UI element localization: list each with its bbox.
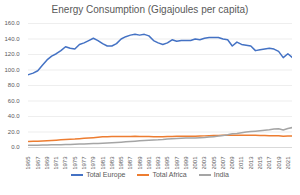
svg-text:1971: 1971	[53, 156, 59, 169]
svg-text:1985: 1985	[118, 156, 124, 169]
svg-text:2011: 2011	[238, 156, 244, 169]
svg-text:40.0: 40.0	[8, 113, 20, 119]
svg-text:160.0: 160.0	[4, 20, 20, 26]
svg-text:1991: 1991	[146, 156, 152, 169]
svg-text:2021: 2021	[285, 156, 291, 169]
html-text:India: India	[213, 171, 229, 178]
svg-text:1969: 1969	[44, 156, 50, 169]
svg-text:2017: 2017	[266, 156, 272, 169]
svg-text:60.0: 60.0	[8, 98, 20, 104]
svg-text:2009: 2009	[229, 156, 235, 169]
html-text:Energy Consumption (Gigajoules: Energy Consumption (Gigajoules per capit…	[51, 4, 249, 15]
svg-text:1999: 1999	[183, 156, 189, 169]
svg-text:2015: 2015	[257, 156, 263, 169]
svg-text:1987: 1987	[127, 156, 133, 169]
svg-text:1993: 1993	[155, 156, 161, 169]
svg-text:100.0: 100.0	[4, 67, 20, 73]
svg-text:2007: 2007	[220, 156, 226, 169]
svg-text:80.0: 80.0	[8, 82, 20, 88]
svg-text:1989: 1989	[137, 156, 143, 169]
svg-text:2019: 2019	[276, 156, 282, 169]
svg-text:1983: 1983	[109, 156, 115, 169]
svg-text:2005: 2005	[211, 156, 217, 169]
svg-text:1973: 1973	[62, 156, 68, 169]
svg-text:1997: 1997	[174, 156, 180, 169]
svg-text:1981: 1981	[100, 156, 106, 169]
svg-text:20.0: 20.0	[8, 129, 20, 135]
svg-text:2003: 2003	[201, 156, 207, 169]
svg-text:1965: 1965	[25, 156, 31, 169]
svg-text:1995: 1995	[164, 156, 170, 169]
svg-text:120.0: 120.0	[4, 51, 20, 57]
svg-text:0.0: 0.0	[11, 144, 20, 150]
svg-text:1967: 1967	[35, 156, 41, 169]
html-text:Total Africa: Total Africa	[152, 171, 187, 178]
svg-text:140.0: 140.0	[4, 36, 20, 42]
svg-text:1975: 1975	[72, 156, 78, 169]
html-text:Total Europe: Total Europe	[86, 171, 126, 178]
svg-text:2013: 2013	[248, 156, 254, 169]
svg-text:1979: 1979	[90, 156, 96, 169]
svg-text:2001: 2001	[192, 156, 198, 169]
svg-text:1977: 1977	[81, 156, 87, 169]
